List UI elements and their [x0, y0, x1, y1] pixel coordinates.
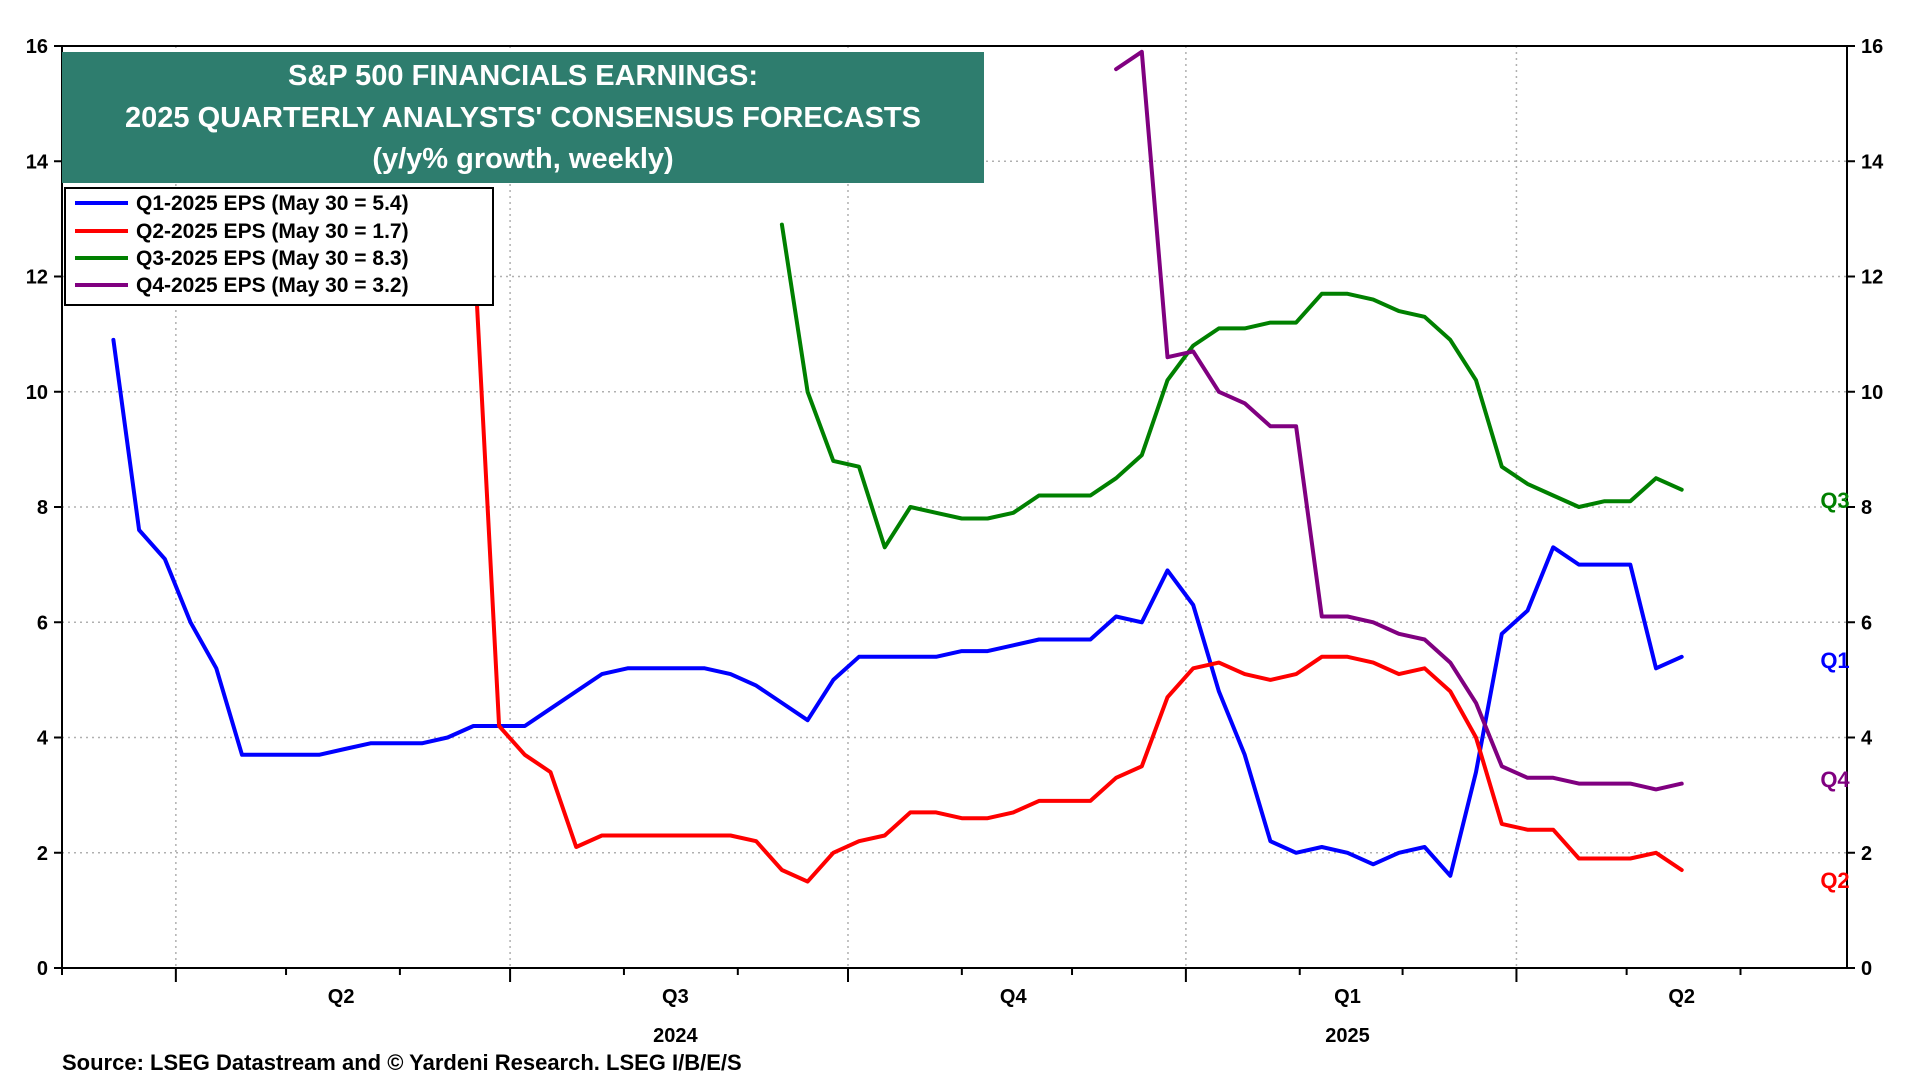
y-tick-label-left: 0 — [37, 958, 48, 980]
y-tick-label-left: 8 — [37, 497, 48, 519]
series-line-q1 — [111, 337, 1684, 878]
title-background — [62, 52, 984, 183]
y-tick-label-right: 8 — [1861, 497, 1872, 519]
y-tick-label-right: 6 — [1861, 612, 1872, 634]
axes — [54, 45, 1855, 982]
end-label-q2: Q2 — [1820, 868, 1849, 893]
chart-title-box: S&P 500 FINANCIALS EARNINGS: 2025 QUARTE… — [62, 52, 984, 183]
y-tick-label-right: 0 — [1861, 958, 1872, 980]
x-quarter-label: Q1 — [1334, 986, 1361, 1008]
y-tick-label-right: 16 — [1861, 36, 1883, 58]
legend-label-q3: Q3-2025 EPS (May 30 = 8.3) — [136, 247, 409, 270]
legend-label-q1: Q1-2025 EPS (May 30 = 5.4) — [136, 192, 409, 215]
x-quarter-label: Q2 — [1668, 986, 1695, 1008]
y-tick-label-right: 14 — [1861, 151, 1884, 173]
title-line-2: 2025 QUARTERLY ANALYSTS' CONSENSUS FOREC… — [125, 102, 921, 134]
end-label-q3: Q3 — [1820, 488, 1849, 513]
y-tick-label-left: 16 — [26, 36, 48, 58]
x-quarter-label: Q4 — [1000, 986, 1028, 1008]
y-tick-label-left: 14 — [26, 151, 49, 173]
y-tick-label-left: 12 — [26, 267, 48, 289]
y-tick-label-left: 4 — [37, 728, 49, 750]
y-tick-label-right: 2 — [1861, 843, 1872, 865]
grid-lines — [62, 46, 1847, 968]
y-tick-label-left: 2 — [37, 843, 48, 865]
y-tick-label-left: 10 — [26, 382, 48, 404]
x-year-label: 2025 — [1325, 1025, 1370, 1047]
y-tick-label-right: 12 — [1861, 267, 1883, 289]
series-lines — [111, 49, 1684, 884]
end-label-q1: Q1 — [1820, 648, 1849, 673]
legend-label-q2: Q2-2025 EPS (May 30 = 1.7) — [136, 220, 409, 243]
series-line-q3 — [779, 222, 1684, 550]
y-tick-label-right: 4 — [1861, 728, 1873, 750]
title-line-3: (y/y% growth, weekly) — [372, 143, 673, 175]
axis-labels: 0 0 2 2 4 4 6 6 8 8 10 10 12 12 14 14 16 16 Q2 Q3 Q4 Q1 Q2 2024… — [26, 36, 1884, 1047]
legend-label-q4: Q4-2025 EPS (May 30 = 3.2) — [136, 274, 409, 297]
x-year-label: 2024 — [653, 1025, 698, 1047]
x-quarter-label: Q2 — [328, 986, 355, 1008]
y-tick-label-right: 10 — [1861, 382, 1883, 404]
plot-frame — [61, 45, 1848, 969]
y-tick-label-left: 6 — [37, 612, 48, 634]
title-line-1: S&P 500 FINANCIALS EARNINGS: — [288, 60, 758, 92]
legend-box — [64, 187, 494, 306]
source-note: Source: LSEG Datastream and © Yardeni Re… — [62, 1050, 742, 1075]
legend: Q1-2025 EPS (May 30 = 5.4) Q2-2025 EPS (… — [64, 187, 494, 306]
end-label-q4: Q4 — [1820, 767, 1850, 792]
series-line-q2 — [445, 216, 1684, 884]
series-line-q4 — [1114, 49, 1684, 792]
x-quarter-label: Q3 — [662, 986, 689, 1008]
